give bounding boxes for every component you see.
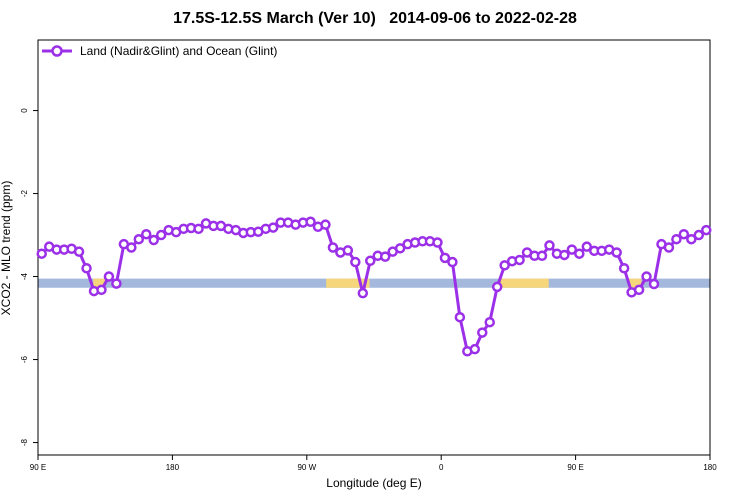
- data-point: [447, 256, 458, 268]
- surface-band-land: [326, 278, 370, 288]
- data-point: [432, 237, 443, 248]
- y-axis: 0 -2 -4 -6 -8: [20, 108, 38, 446]
- data-point: [155, 229, 167, 241]
- data-point: [320, 219, 331, 230]
- data-point: [701, 224, 712, 236]
- data-point: [394, 243, 406, 254]
- data-point: [514, 254, 525, 266]
- data-point: [454, 311, 466, 323]
- data-point: [671, 233, 682, 245]
- data-point: [379, 251, 391, 262]
- x-tick-label: 180: [703, 463, 717, 472]
- data-point: [536, 250, 548, 262]
- y-axis-label: XCO2 - MLO trend (ppm): [0, 180, 13, 316]
- y-tick-label: -8: [20, 438, 29, 446]
- surface-band-land: [499, 278, 549, 288]
- data-point: [678, 228, 690, 240]
- data-point: [491, 281, 503, 293]
- surface-band-land: [93, 278, 106, 288]
- x-tick-label: 180: [166, 463, 180, 472]
- data-point: [611, 247, 622, 258]
- y-tick-label: -4: [20, 272, 29, 280]
- data-point: [499, 260, 510, 271]
- data-point: [36, 248, 47, 259]
- data-point: [484, 316, 495, 328]
- x-tick-label: 90 E: [30, 463, 46, 472]
- plot-frame: [37, 39, 711, 456]
- data-point: [148, 234, 159, 246]
- x-tick-label: 0: [439, 463, 444, 472]
- data-point: [663, 242, 675, 253]
- data-point: [566, 244, 578, 255]
- legend-entry-label: Land (Nadir&Glint) and Ocean (Glint): [80, 44, 278, 58]
- legend-swatch: [42, 45, 72, 57]
- data-point: [96, 284, 107, 296]
- data-point: [81, 263, 92, 274]
- data-point: [350, 256, 361, 268]
- data-point: [305, 216, 316, 228]
- data-point: [126, 242, 137, 253]
- x-tick-label: 90 W: [297, 463, 316, 472]
- data-point: [633, 284, 645, 296]
- y-tick-label: 0: [20, 108, 29, 113]
- data-point: [111, 278, 122, 289]
- data-point: [618, 263, 630, 274]
- data-point: [693, 229, 705, 241]
- data-point: [439, 252, 451, 264]
- surface-band: [38, 278, 710, 288]
- x-axis-label: Longitude (deg E): [326, 476, 422, 490]
- y-tick-label: -6: [20, 355, 29, 363]
- series-layer: [36, 216, 712, 357]
- surface-band-ocean: [38, 278, 710, 288]
- data-point: [686, 233, 697, 245]
- data-point: [574, 248, 585, 259]
- data-point: [648, 278, 660, 290]
- data-point: [103, 271, 115, 282]
- data-point: [544, 240, 555, 251]
- data-point: [365, 255, 376, 267]
- data-point: [73, 246, 85, 257]
- legend: Land (Nadir&Glint) and Ocean (Glint): [42, 44, 277, 58]
- data-point: [342, 245, 354, 256]
- data-point: [469, 343, 481, 355]
- data-point: [581, 241, 593, 252]
- data-point: [559, 249, 570, 261]
- data-point: [141, 228, 152, 240]
- data-point: [267, 222, 279, 233]
- data-point: [477, 327, 488, 338]
- data-point: [133, 233, 145, 245]
- x-axis: 90 E 180 90 W 0 90 E 180: [30, 455, 717, 472]
- chart-title: 17.5S-12.5S March (Ver 10) 2014-09-06 to…: [173, 10, 577, 27]
- y-tick-label: -2: [20, 189, 29, 197]
- data-point: [193, 223, 204, 235]
- x-tick-label: 90 E: [567, 463, 583, 472]
- surface-band-land: [627, 278, 642, 288]
- data-point: [641, 271, 652, 282]
- data-point: [327, 242, 339, 253]
- data-point: [357, 287, 369, 299]
